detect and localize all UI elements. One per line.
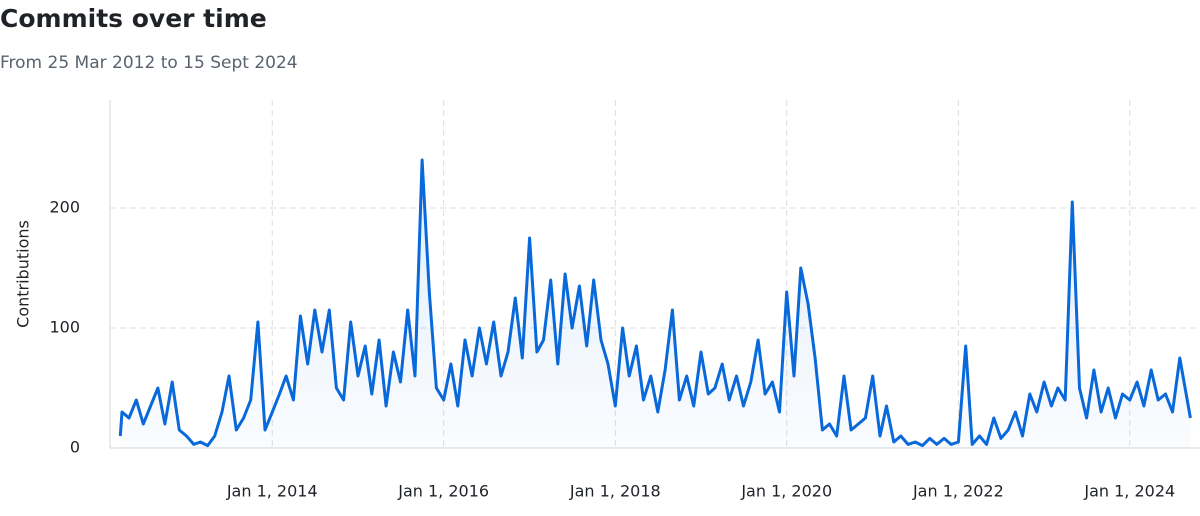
chart-subtitle: From 25 Mar 2012 to 15 Sept 2024	[0, 53, 298, 73]
y-axis-label: Contributions	[14, 220, 33, 328]
line	[118, 158, 1192, 448]
x-tick-label: Jan 1, 2014	[226, 482, 318, 501]
x-tick-label: Jan 1, 2016	[397, 482, 489, 501]
y-tick-label: 200	[49, 198, 80, 217]
x-tick-label: Jan 1, 2022	[912, 482, 1004, 501]
chart-title: Commits over time	[0, 4, 267, 33]
x-tick-label: Jan 1, 2018	[569, 482, 661, 501]
y-tick-label: 0	[70, 438, 80, 457]
x-tick-label: Jan 1, 2024	[1083, 482, 1175, 501]
y-tick-label: 100	[49, 318, 80, 337]
area	[120, 160, 1191, 448]
x-tick-label: Jan 1, 2020	[740, 482, 832, 501]
